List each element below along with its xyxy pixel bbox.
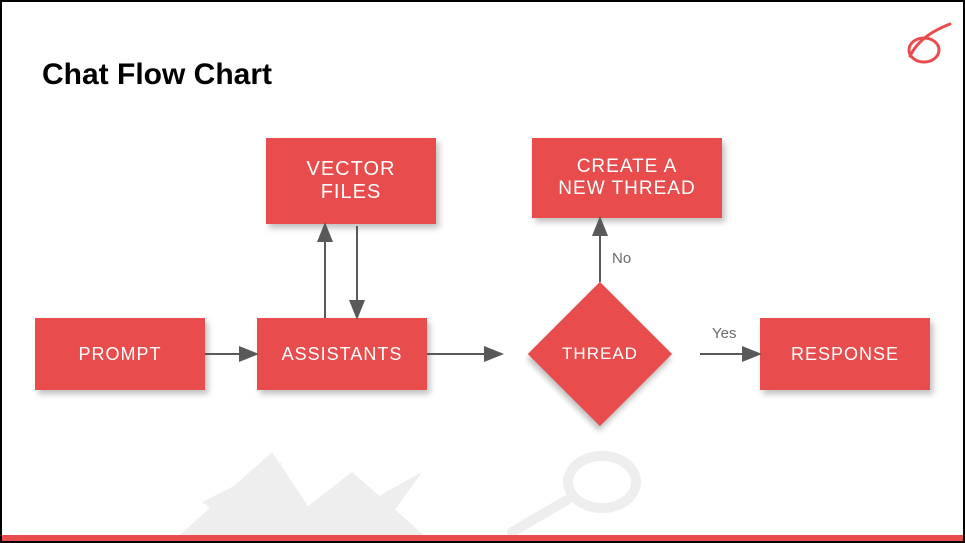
flow-node-thread-label: THREAD xyxy=(502,282,698,426)
flow-node-prompt: PROMPT xyxy=(35,318,205,390)
flow-node-vectorfiles: VECTORFILES xyxy=(266,138,436,224)
flow-node-newthread: CREATE ANEW THREAD xyxy=(532,138,722,218)
flow-node-thread: THREAD xyxy=(502,282,698,426)
flow-node-assistants: ASSISTANTS xyxy=(257,318,427,390)
flow-edge-label: No xyxy=(612,250,631,267)
page-title: Chat Flow Chart xyxy=(42,58,272,92)
flow-edge-label: Yes xyxy=(712,325,736,342)
flow-node-response: RESPONSE xyxy=(760,318,930,390)
footer-accent-bar xyxy=(2,535,963,541)
slide: Chat Flow Chart PROMPT ASSISTANTS VECTOR… xyxy=(0,0,965,543)
